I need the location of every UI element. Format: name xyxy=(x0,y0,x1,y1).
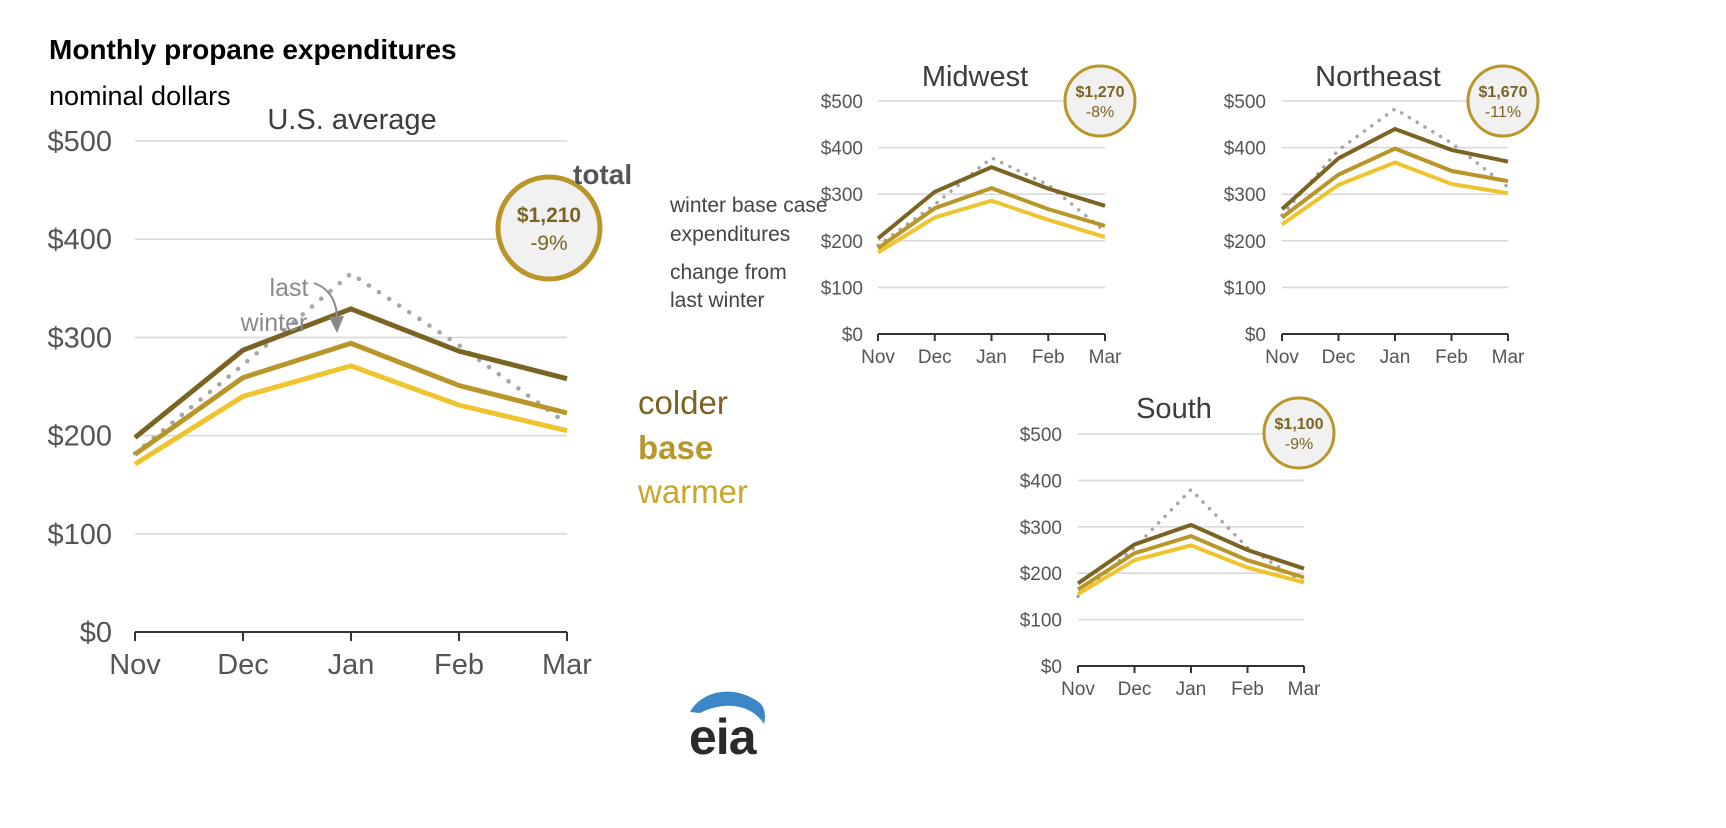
midwest-y-tick-label: $0 xyxy=(842,325,863,346)
northeast-y-tick-label: $0 xyxy=(1245,325,1266,346)
badge-note-line-2: expenditures xyxy=(670,223,790,246)
midwest-y-tick-label: $300 xyxy=(821,185,863,206)
panel-us-average: U.S. average $0 $100 $200 $300 $400 $500 Nov Dec… xyxy=(47,104,603,681)
midwest-x-tick-label: Dec xyxy=(918,347,952,368)
eia-logo-text: eia xyxy=(689,709,758,765)
us-y-tick-label: $400 xyxy=(47,224,112,256)
change-note-line-1: change from xyxy=(670,261,787,284)
northeast-y-tick-label: $300 xyxy=(1224,185,1266,206)
midwest-series-colder xyxy=(876,165,1106,241)
us-series-colder xyxy=(133,306,568,440)
south-y-tick-label: $0 xyxy=(1041,657,1062,678)
south-x-tick-label: Jan xyxy=(1176,679,1207,700)
last-winter-label-line-2: winter xyxy=(240,309,308,337)
us-badge-change: -9% xyxy=(530,232,567,255)
series-label-warmer: warmer xyxy=(637,473,748,510)
eia-logo-swoosh-icon xyxy=(690,691,765,724)
midwest-series-base xyxy=(876,186,1106,250)
northeast-panel-title: Northeast xyxy=(1315,61,1441,93)
midwest-series-last-winter xyxy=(876,155,1107,248)
northeast-badge-value: $1,670 xyxy=(1479,84,1528,101)
south-y-tick-label: $300 xyxy=(1020,518,1062,539)
midwest-y-tick-label: $200 xyxy=(821,232,863,253)
northeast-x-tick-label: Dec xyxy=(1322,347,1356,368)
eia-logo: eia xyxy=(689,691,765,765)
midwest-badge-value: $1,270 xyxy=(1076,84,1125,101)
us-y-tick-label: $100 xyxy=(47,519,112,551)
total-label: total xyxy=(573,159,632,190)
northeast-badge-change: -11% xyxy=(1485,104,1521,121)
south-x-tick-label: Dec xyxy=(1118,679,1152,700)
us-series-base xyxy=(133,340,568,457)
south-y-tick-label: $100 xyxy=(1020,611,1062,632)
us-series-warmer xyxy=(133,363,568,467)
us-x-tick-label: Nov xyxy=(109,649,161,681)
midwest-badge-change: -8% xyxy=(1086,104,1114,121)
chart-title: Monthly propane expenditures xyxy=(49,34,457,65)
northeast-x-tick-label: Mar xyxy=(1492,347,1525,368)
badge-note-line-1: winter base case xyxy=(669,194,828,217)
us-y-tick-label: $300 xyxy=(47,322,112,354)
us-y-tick-label: $500 xyxy=(47,126,112,158)
south-x-tick-label: Mar xyxy=(1288,679,1321,700)
south-panel-title: South xyxy=(1136,393,1212,425)
south-total-badge xyxy=(1262,396,1336,470)
south-badge-change: -9% xyxy=(1285,436,1313,453)
us-x-tick-label: Jan xyxy=(328,649,375,681)
south-x-tick-label: Feb xyxy=(1231,679,1264,700)
us-x-tick-label: Dec xyxy=(217,649,269,681)
south-series-last-winter xyxy=(1076,487,1306,599)
midwest-y-tick-label: $100 xyxy=(821,278,863,299)
northeast-series-colder xyxy=(1280,126,1509,211)
midwest-x-tick-label: Jan xyxy=(976,347,1007,368)
northeast-series-warmer xyxy=(1280,160,1509,227)
northeast-y-tick-label: $500 xyxy=(1224,92,1266,113)
northeast-total-badge xyxy=(1466,64,1540,138)
us-panel-title: U.S. average xyxy=(267,104,436,136)
south-series-base xyxy=(1076,533,1305,592)
midwest-x-tick-label: Feb xyxy=(1032,347,1065,368)
us-x-tick-label: Mar xyxy=(542,649,592,681)
midwest-panel-title: Midwest xyxy=(922,61,1028,93)
midwest-y-tick-label: $500 xyxy=(821,92,863,113)
us-y-tick-label: $0 xyxy=(80,617,112,649)
midwest-x-tick-label: Mar xyxy=(1089,347,1122,368)
northeast-y-tick-label: $400 xyxy=(1224,139,1266,160)
northeast-x-tick-label: Jan xyxy=(1380,347,1411,368)
us-x-tick-label: Feb xyxy=(434,649,484,681)
northeast-x-tick-label: Nov xyxy=(1265,347,1299,368)
northeast-x-tick-label: Feb xyxy=(1435,347,1468,368)
panel-midwest: Midwest $0 $100 $200 $300 $400 $500 Nov Dec Jan Fe… xyxy=(821,61,1137,368)
south-x-tick-label: Nov xyxy=(1061,679,1095,700)
south-y-tick-label: $400 xyxy=(1020,471,1062,492)
midwest-series-warmer xyxy=(876,198,1106,255)
south-series-colder xyxy=(1076,522,1305,586)
series-label-colder: colder xyxy=(638,384,728,421)
last-winter-arrowhead xyxy=(329,316,344,333)
us-total-badge xyxy=(495,174,603,282)
us-y-tick-label: $200 xyxy=(47,421,112,453)
change-note-line-2: last winter xyxy=(670,289,765,312)
midwest-total-badge xyxy=(1063,64,1137,138)
south-y-tick-label: $500 xyxy=(1020,425,1062,446)
us-badge-value: $1,210 xyxy=(517,204,581,227)
south-y-tick-label: $200 xyxy=(1020,564,1062,585)
south-badge-value: $1,100 xyxy=(1275,416,1324,433)
midwest-y-tick-label: $400 xyxy=(821,139,863,160)
northeast-y-tick-label: $200 xyxy=(1224,232,1266,253)
chart-subtitle: nominal dollars xyxy=(49,81,231,111)
northeast-y-tick-label: $100 xyxy=(1224,278,1266,299)
northeast-series-last-winter xyxy=(1280,106,1510,217)
northeast-series-base xyxy=(1280,146,1509,220)
panel-northeast: Northeast $0 $100 $200 $300 $400 $500 Nov Dec Jan… xyxy=(1224,61,1540,368)
series-label-base: base xyxy=(638,429,713,466)
south-series-warmer xyxy=(1076,543,1305,596)
midwest-x-tick-label: Nov xyxy=(861,347,895,368)
panel-south: South $0 $100 $200 $300 $400 $500 Nov Dec Jan Feb M… xyxy=(1020,393,1336,700)
last-winter-label-line-1: last xyxy=(270,274,309,302)
